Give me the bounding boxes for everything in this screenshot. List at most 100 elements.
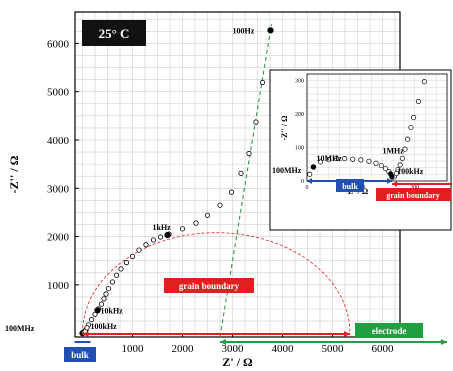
inset-y-tick-label: 200 xyxy=(295,112,304,118)
y-tick-label: 1000 xyxy=(47,280,70,292)
data-point xyxy=(143,242,149,248)
data-point xyxy=(193,220,199,226)
data-point xyxy=(118,266,124,272)
data-point xyxy=(136,247,142,253)
data-point xyxy=(123,260,130,266)
inset-data-point xyxy=(350,156,356,162)
inset-data-point xyxy=(311,164,316,170)
inset-freq-label: 1MHz xyxy=(382,147,404,156)
y-tick-label: 2000 xyxy=(47,232,70,244)
data-point xyxy=(179,226,186,232)
x-tick-label: 6000 xyxy=(372,343,395,355)
freq-label: 100kHz xyxy=(91,322,118,331)
bulk-box xyxy=(64,347,96,362)
inset-freq-label: 100MHz xyxy=(272,166,302,175)
inset-freq-label: 100kHz xyxy=(397,167,424,176)
data-point xyxy=(103,291,109,297)
data-point xyxy=(259,79,266,86)
inset-frame-outer xyxy=(269,69,452,231)
data-point xyxy=(109,279,116,285)
grain-boundary-arrow-head xyxy=(82,331,89,337)
inset-y-tick-label: 0 xyxy=(301,179,304,185)
inset-grain-boundary-label: grain boundary xyxy=(386,191,440,200)
freq-label: 1kHz xyxy=(153,223,172,232)
x-tick-label: 1000 xyxy=(122,343,145,355)
data-point xyxy=(84,325,90,331)
data-point xyxy=(267,27,274,34)
data-point xyxy=(105,286,112,292)
data-point xyxy=(94,307,101,314)
inset-data-point xyxy=(421,79,427,85)
data-point xyxy=(253,119,259,125)
inset-data-point xyxy=(317,159,324,165)
inset-data-point xyxy=(405,136,411,142)
grain-boundary-arrow-head xyxy=(344,331,350,337)
inset-bulk-label: bulk xyxy=(342,182,358,191)
x-tick-label: 5000 xyxy=(322,343,345,355)
electrode-box xyxy=(355,323,423,338)
temperature-badge xyxy=(82,20,146,46)
inset-y-tick-label: 300 xyxy=(295,79,304,85)
inset-data-point xyxy=(334,156,340,162)
inset-x-tick-label: 0 xyxy=(306,185,309,191)
inset-data-point xyxy=(342,156,348,162)
data-point xyxy=(238,170,244,176)
data-point xyxy=(246,150,252,157)
x-tick-label: 3000 xyxy=(222,343,245,355)
inset-data-point xyxy=(399,155,405,161)
freq-label: 100MHz xyxy=(5,324,35,333)
data-point xyxy=(204,212,211,218)
inset-y-axis-label: -Z'' / Ω xyxy=(280,115,289,141)
inset-data-point xyxy=(383,166,389,172)
inset-data-point xyxy=(395,167,401,173)
data-point xyxy=(164,232,171,239)
inset-data-point xyxy=(307,171,313,177)
electrode-label: electrode xyxy=(372,326,407,336)
y-tick-label: 6000 xyxy=(47,38,70,50)
inset-data-point xyxy=(325,157,332,163)
data-point xyxy=(157,234,164,240)
inset-data-point xyxy=(397,162,403,168)
data-point xyxy=(101,296,107,302)
freq-label: 100Hz xyxy=(233,26,255,35)
data-point xyxy=(217,202,223,208)
data-point xyxy=(113,272,120,278)
x-axis-label: Z' / Ω xyxy=(222,355,253,369)
data-point xyxy=(98,301,105,307)
electrode-arrow-head xyxy=(441,339,447,345)
y-tick-label: 5000 xyxy=(47,87,70,99)
grain-boundary-box xyxy=(164,278,254,293)
inset-data-point xyxy=(366,158,372,164)
inset-data-point xyxy=(411,114,417,121)
inset-grain-boundary-arrow-head xyxy=(392,181,398,187)
temperature-label: 25° C xyxy=(99,26,130,41)
inset-bulk-box xyxy=(336,179,364,192)
freq-label: 10kHz xyxy=(101,306,124,315)
inset-data-point xyxy=(415,98,422,104)
inset-freq-label: 10MHz xyxy=(316,154,342,163)
y-tick-label: 3000 xyxy=(47,183,70,195)
inset-grain-boundary-box xyxy=(376,188,451,201)
electrode-arrow-head xyxy=(220,339,226,345)
y-axis-label: -Z'' / Ω xyxy=(7,155,21,193)
inset-y-tick-label: 100 xyxy=(295,146,304,152)
inset-data-point xyxy=(402,146,408,152)
grain-boundary-label: grain boundary xyxy=(179,281,240,291)
data-point xyxy=(150,237,157,243)
bulk-label: bulk xyxy=(71,350,89,360)
grain-boundary-arc xyxy=(82,232,351,334)
data-point xyxy=(129,253,136,259)
inset-data-point xyxy=(408,124,414,131)
x-tick-label: 4000 xyxy=(272,343,295,355)
data-point xyxy=(228,189,235,195)
inset-bulk-arrow-head xyxy=(307,178,312,184)
inset-bulk-arrow-head xyxy=(387,178,393,184)
x-tick-label: 2000 xyxy=(172,343,195,355)
y-tick-label: 4000 xyxy=(47,135,70,147)
inset-data-point xyxy=(373,160,379,166)
inset-data-point xyxy=(358,157,364,163)
inset-data-point xyxy=(378,163,384,169)
inset-data-point xyxy=(389,174,395,180)
data-point xyxy=(88,317,95,323)
